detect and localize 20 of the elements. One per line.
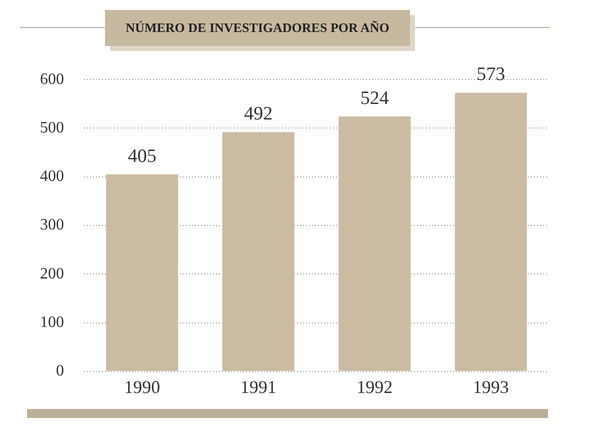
data-label: 405 [128, 146, 156, 167]
y-tick-label: 100 [40, 314, 64, 331]
x-tick-label: 1993 [472, 376, 509, 397]
data-label: 573 [476, 64, 506, 86]
x-tick-label: 1990 [124, 376, 160, 397]
y-tick-label: 300 [40, 216, 64, 234]
y-tick-label: 400 [40, 168, 64, 186]
y-tick-label: 500 [40, 119, 64, 136]
x-tick-label: 1991 [240, 376, 276, 397]
x-tick-label: 1992 [356, 376, 393, 397]
y-tick-label: 600 [40, 70, 64, 88]
bar [222, 132, 294, 371]
data-label: 524 [360, 88, 390, 110]
y-tick-label: 200 [40, 265, 64, 282]
data-label: 492 [244, 104, 273, 125]
bar [106, 174, 178, 371]
y-tick-label: 0 [56, 362, 64, 380]
chart-title: NÚMERO DE INVESTIGADORES POR AÑO [105, 10, 410, 46]
bar [338, 116, 411, 371]
bar [454, 92, 527, 371]
